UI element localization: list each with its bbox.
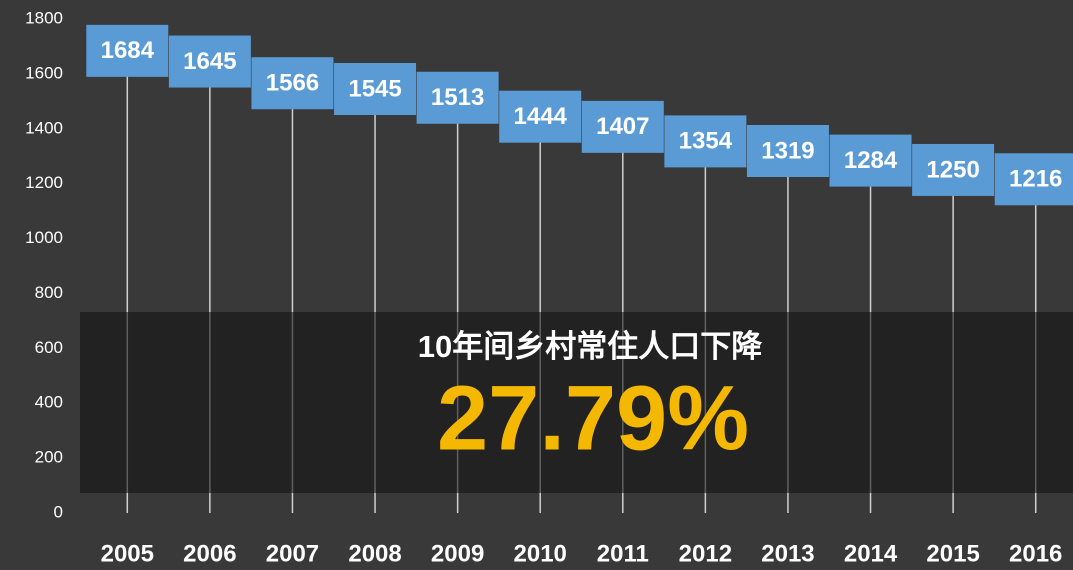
value-label: 1513 xyxy=(431,84,484,111)
value-label: 1684 xyxy=(101,37,155,64)
marks: 0 200 400 600 800 1000 1200 1400 1600 1800 2005 168… xyxy=(25,8,1073,567)
value-label-box xyxy=(994,153,1073,206)
x-tick-label: 2005 xyxy=(101,540,154,567)
value-label-box xyxy=(581,100,664,153)
value-label: 1566 xyxy=(266,70,319,97)
value-label-box xyxy=(168,35,251,88)
x-tick-label: 2016 xyxy=(1009,540,1062,567)
overlay xyxy=(80,312,1073,493)
value-label-box xyxy=(86,24,169,77)
y-tick-label: 1000 xyxy=(25,228,63,247)
value-label-box xyxy=(829,134,912,187)
x-tick-label: 2013 xyxy=(761,540,814,567)
value-label-box xyxy=(664,115,747,168)
value-label: 1354 xyxy=(679,128,733,155)
x-tick-label: 2010 xyxy=(514,540,567,567)
y-tick-label: 400 xyxy=(35,393,63,412)
x-tick-label: 2014 xyxy=(844,540,898,567)
value-label-box xyxy=(912,143,995,196)
y-tick-label: 800 xyxy=(35,283,63,302)
y-tick-label: 200 xyxy=(35,448,63,467)
x-tick-label: 2006 xyxy=(183,540,236,567)
x-tick-label: 2015 xyxy=(926,540,979,567)
x-tick-label: 2012 xyxy=(679,540,732,567)
value-label: 1319 xyxy=(761,137,814,164)
value-label-box xyxy=(499,90,582,143)
value-label: 1407 xyxy=(596,113,649,140)
highlight: 27.79% xyxy=(437,367,749,469)
value-label-box xyxy=(746,125,829,178)
y-tick-label: 1400 xyxy=(25,118,63,137)
value-label-box xyxy=(416,71,499,124)
value-label-box xyxy=(334,62,417,115)
y-tick-label: 600 xyxy=(35,338,63,357)
y-tick-label: 1200 xyxy=(25,173,63,192)
value-label: 1645 xyxy=(183,48,236,75)
x-tick-label: 2008 xyxy=(348,540,401,567)
y-tick-label: 1600 xyxy=(25,63,63,82)
value-label: 1284 xyxy=(844,147,898,174)
y-tick-label: 1800 xyxy=(25,8,63,27)
x-tick-label: 2007 xyxy=(266,540,319,567)
annotation: 10年间乡村常住人口下降 xyxy=(418,329,763,364)
value-label: 1545 xyxy=(348,75,401,102)
value-label: 1444 xyxy=(514,103,568,130)
y-tick-label: 0 xyxy=(54,502,63,521)
value-label: 1250 xyxy=(926,156,979,183)
value-label-box xyxy=(251,57,334,110)
x-tick-label: 2011 xyxy=(597,540,649,567)
x-tick-label: 2009 xyxy=(431,540,484,567)
value-label: 1216 xyxy=(1009,166,1062,193)
